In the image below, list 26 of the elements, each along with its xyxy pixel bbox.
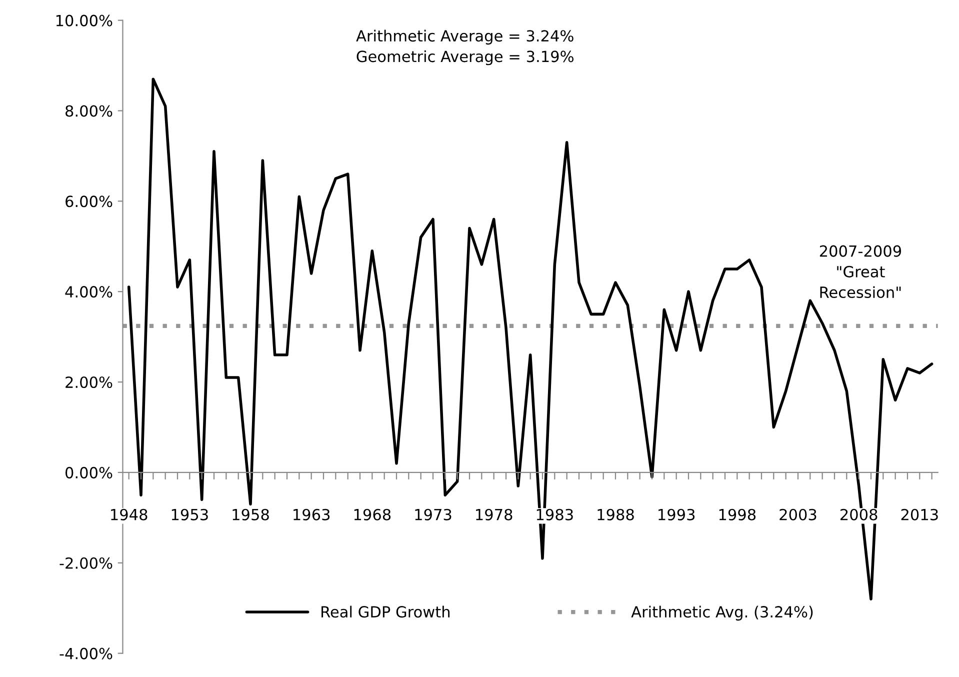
x-tick-label: 1948 bbox=[111, 508, 148, 520]
y-tick-label: -2.00% bbox=[60, 557, 112, 569]
x-tick-label: 1963 bbox=[294, 508, 330, 520]
annotation: Arithmetic Average = 3.24% Geometric Average = 3.19% bbox=[356, 30, 574, 66]
y-tick-label: -4.00% bbox=[60, 648, 112, 660]
y-tick-label: 4.00% bbox=[65, 286, 112, 298]
x-tick-label: 2003 bbox=[780, 508, 816, 520]
y-tick-label: 8.00% bbox=[66, 105, 112, 117]
x-tick-label: 1968 bbox=[354, 508, 391, 520]
x-tick-label: 1998 bbox=[719, 508, 756, 520]
y-tick-label: 10.00% bbox=[56, 14, 112, 26]
x-tick-label: 1958 bbox=[232, 508, 269, 520]
x-tick-label: 2013 bbox=[901, 508, 938, 520]
y-tick-label: 6.00% bbox=[66, 196, 112, 208]
y-tick-label: 2.00% bbox=[66, 376, 112, 388]
x-tick-label: 2008 bbox=[840, 508, 878, 520]
y-tick-label: 0.00% bbox=[66, 466, 112, 478]
x-tick-label: 1978 bbox=[476, 508, 512, 520]
x-tick-label: 1993 bbox=[658, 508, 695, 520]
legend-label: Arithmetic Avg. (3.24%) bbox=[631, 606, 813, 621]
legend-label: Real GDP Growth bbox=[322, 606, 450, 618]
annotation: 2007-2009 "Great Recession" bbox=[820, 245, 902, 298]
x-tick-label: 1953 bbox=[172, 508, 208, 520]
x-tick-label: 1983 bbox=[536, 508, 573, 520]
x-tick-label: 1973 bbox=[415, 508, 452, 520]
x-tick-label: 1988 bbox=[598, 508, 634, 520]
